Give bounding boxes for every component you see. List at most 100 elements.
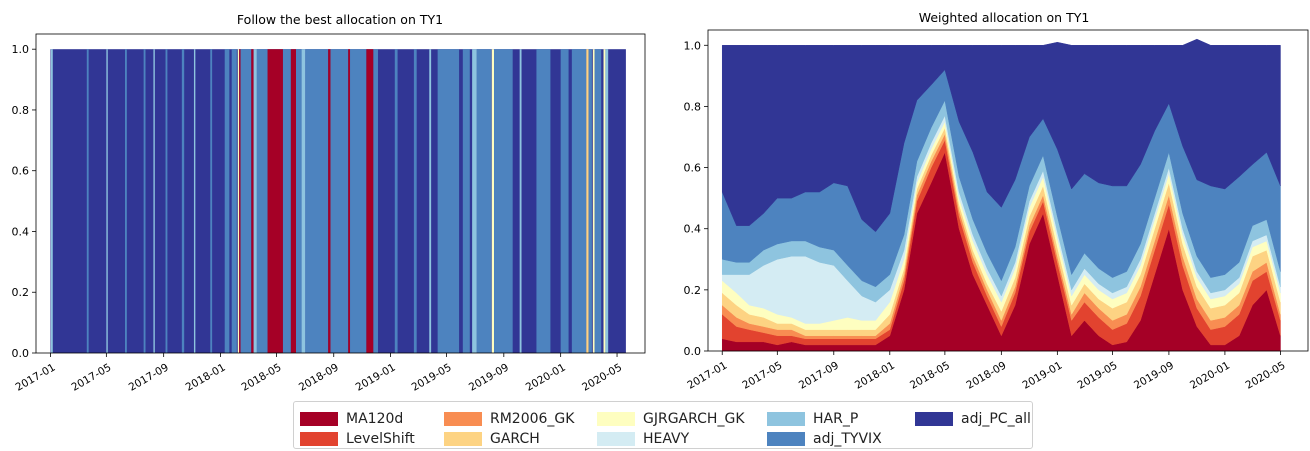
left-period-adj-tyvix: [181, 49, 185, 353]
left-chart-panel: Follow the best allocation on TY1 0.0 0.2…: [12, 12, 646, 394]
left-period-adj-tyvix: [256, 49, 268, 353]
legend-item-garch: GARCH: [444, 429, 540, 449]
left-x-tick-label: 2017-09: [127, 361, 171, 393]
left-plot-area: 0.0 0.2 0.4 0.6 0.8 1.0 2017-01 2017-05 2017-09 2…: [12, 33, 646, 394]
left-period-gjrgarch-gk: [237, 49, 240, 353]
legend-swatch: [300, 412, 338, 426]
right-axes-frame: [707, 29, 1309, 352]
legend-swatch: [767, 432, 805, 446]
legend-swatch: [767, 412, 805, 426]
legend-label: RM2006_GK: [490, 411, 575, 427]
left-x-tick-label: 2017-05: [69, 361, 113, 393]
legend-label: HAR_P: [813, 411, 859, 427]
left-x-tick-label: 2019-01: [354, 361, 398, 393]
right-x-tick-label: 2017-09: [797, 359, 841, 391]
left-period-har-p: [301, 49, 306, 353]
legend-item-rm2006-gk: RM2006_GK: [444, 409, 574, 429]
legend-item-gjrgarch-gk: GJRGARCH_GK: [597, 409, 745, 429]
legend-swatch: [444, 412, 482, 426]
left-period-ma120d: [267, 49, 283, 353]
left-y-tick-label: 0.4: [12, 225, 30, 238]
right-x-tick-label: 2020-05: [1244, 359, 1288, 391]
left-period-adj-tyvix: [536, 49, 551, 353]
left-period-har-p: [253, 49, 257, 353]
legend-label: HEAVY: [643, 431, 690, 447]
right-x-tick-label: 2019-01: [1020, 359, 1064, 391]
left-period-ma120d: [290, 49, 297, 353]
right-chart-title: Weighted allocation on TY1: [919, 10, 1090, 25]
left-x-tick-label: 2018-01: [184, 361, 228, 393]
left-period-adj-tyvix: [571, 49, 587, 353]
left-period-adj-tyvix: [437, 49, 460, 353]
left-period-adj-tyvix: [413, 49, 417, 353]
left-period-adj-tyvix: [210, 49, 213, 353]
right-y-tick-label: 1.0: [684, 39, 702, 52]
legend-label: LevelShift: [346, 431, 415, 447]
left-period-har-p: [153, 49, 155, 353]
left-period-adj-tyvix: [124, 49, 127, 353]
left-x-tick-label: 2017-01: [14, 361, 58, 393]
legend-label: MA120d: [346, 411, 404, 427]
left-period-adj-tyvix: [240, 49, 252, 353]
left-period-adj-tyvix: [350, 49, 367, 353]
left-y-tick-label: 0.2: [12, 286, 30, 299]
left-period-har-p: [429, 49, 432, 353]
left-period-gjrgarch-gk: [592, 49, 595, 353]
left-y-tick-label: 0.0: [12, 347, 30, 360]
left-period-ma120d: [251, 49, 254, 353]
legend-item-heavy: HEAVY: [597, 429, 689, 449]
right-x-tick-label: 2019-09: [1132, 359, 1176, 391]
legend-swatch: [597, 412, 635, 426]
right-x-tick-label: 2017-05: [740, 359, 784, 391]
left-y-tick-label: 1.0: [12, 43, 30, 56]
left-x-tick-label: 2018-09: [297, 361, 341, 393]
legend-label: adj_TYVIX: [813, 431, 882, 447]
left-period-adj-tyvix: [394, 49, 398, 353]
right-x-tick-label: 2020-01: [1188, 359, 1232, 391]
left-x-tick-label: 2019-05: [410, 361, 454, 393]
right-x-tick-label: 2017-01: [685, 359, 729, 391]
left-chart-title: Follow the best allocation on TY1: [237, 12, 443, 27]
legend-swatch: [915, 412, 953, 426]
left-period-har-p: [472, 49, 477, 353]
left-period-har-p: [605, 49, 609, 353]
left-period-adj-tyvix: [282, 49, 291, 353]
left-period-adj-tyvix: [476, 49, 492, 353]
left-period-ma120d: [366, 49, 374, 353]
left-period-adj-tyvix: [330, 49, 349, 353]
legend-swatch: [444, 432, 482, 446]
left-period-adj-tyvix: [560, 49, 569, 353]
left-period-adj-tyvix: [594, 49, 602, 353]
left-period-har-p: [519, 49, 522, 353]
legend-item-ma120d: MA120d: [300, 409, 403, 429]
left-x-tick-label: 2018-05: [240, 361, 284, 393]
right-x-tick-label: 2019-05: [1076, 359, 1120, 391]
legend: MA120d LevelShift RM2006_GK GARCH GJRGARCH_G…: [293, 401, 1033, 449]
left-period-adj-tyvix: [143, 49, 146, 353]
left-period-adj-tyvix: [86, 49, 89, 353]
left-period-har-p: [50, 49, 53, 353]
left-x-tick-label: 2020-05: [580, 361, 624, 393]
legend-label: GJRGARCH_GK: [643, 411, 745, 427]
right-y-tick-label: 0.4: [684, 223, 702, 236]
left-period-adj-tyvix: [165, 49, 168, 353]
left-period-har-p: [106, 49, 108, 353]
left-y-tick-label: 0.6: [12, 165, 30, 178]
left-period-har-p: [193, 49, 196, 353]
left-period-adj-tyvix: [305, 49, 329, 353]
left-axes-frame: [35, 33, 646, 354]
legend-swatch: [300, 432, 338, 446]
left-period-adj-tyvix: [494, 49, 513, 353]
right-chart-panel: Weighted allocation on TY1 0.00.20.40.60…: [684, 10, 1309, 392]
legend-item-levelshift: LevelShift: [300, 429, 415, 449]
left-period-ma120d: [328, 49, 331, 353]
left-y-tick-label: 0.8: [12, 104, 30, 117]
legend-item-har-p: HAR_P: [767, 409, 858, 429]
legend-label: adj_PC_all: [961, 411, 1031, 427]
left-period-ma120d: [239, 49, 241, 353]
left-x-tick-label: 2020-01: [524, 361, 568, 393]
left-period-gjrgarch-gk: [603, 49, 606, 353]
legend-item-adj-tyvix: adj_TYVIX: [767, 429, 882, 449]
left-period-adj-tyvix: [462, 49, 470, 353]
right-plot-area: 0.0 0.2 0.4 0.6 0.8 1.0 2017-01 2017-05 2017-09 2…: [684, 29, 1309, 392]
